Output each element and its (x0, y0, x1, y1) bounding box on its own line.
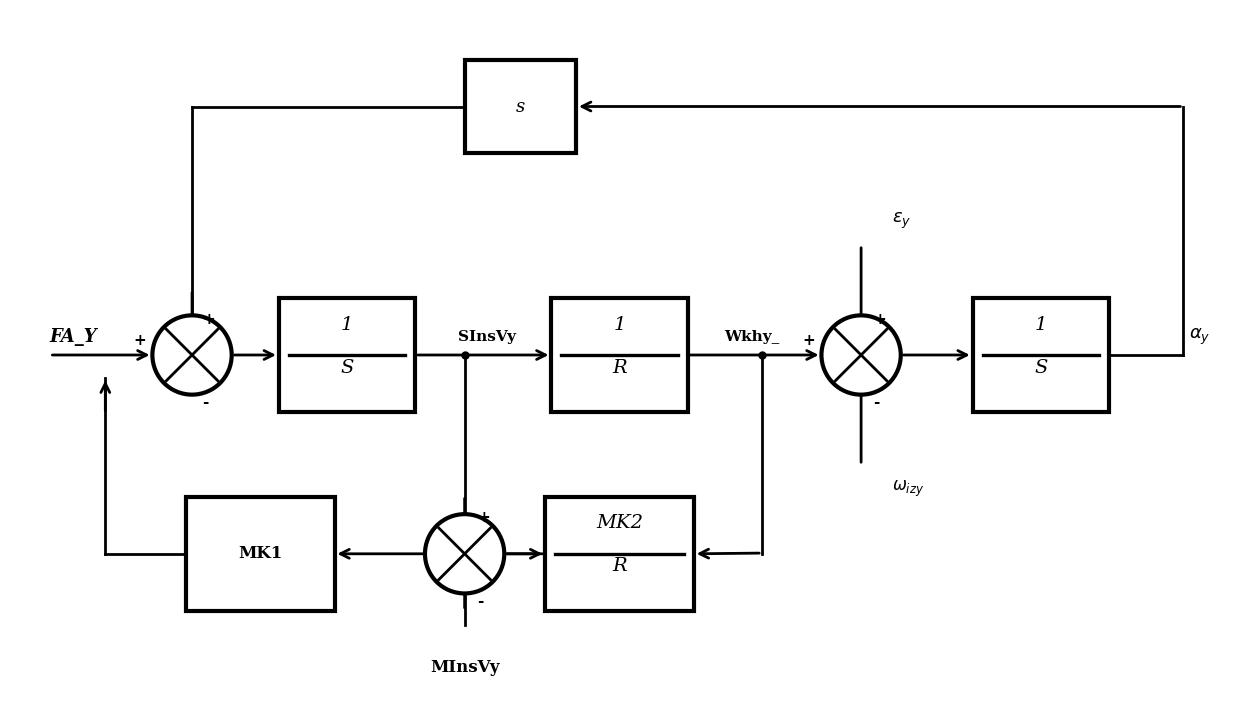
Text: -: - (873, 395, 880, 410)
Bar (186, 497, 335, 611)
Text: R: R (612, 359, 627, 376)
Text: FA_Y: FA_Y (50, 328, 97, 346)
Text: +: + (477, 510, 489, 525)
Bar (551, 298, 688, 412)
Text: +: + (803, 333, 815, 349)
Text: R: R (612, 557, 627, 575)
Text: -: - (477, 594, 483, 609)
Text: $\omega_{izy}$: $\omega_{izy}$ (892, 479, 924, 499)
Text: SInsVy: SInsVy (458, 330, 515, 344)
Text: 1: 1 (1035, 316, 1047, 334)
Text: S: S (341, 359, 353, 376)
Text: MK1: MK1 (238, 545, 282, 562)
Text: +: + (134, 333, 146, 349)
Text: -: - (202, 395, 208, 410)
Circle shape (821, 315, 901, 395)
Text: S: S (1035, 359, 1047, 376)
Text: $\varepsilon_y$: $\varepsilon_y$ (892, 211, 912, 231)
Text: Wkhy_: Wkhy_ (725, 330, 779, 344)
Text: 1: 1 (341, 316, 353, 334)
Text: +: + (202, 312, 214, 327)
Text: MInsVy: MInsVy (430, 659, 499, 676)
Text: s: s (515, 97, 525, 116)
Text: +: + (873, 312, 886, 327)
Bar (279, 298, 415, 412)
Bar (973, 298, 1109, 412)
Text: 1: 1 (613, 316, 626, 334)
Text: $\alpha_y$: $\alpha_y$ (1189, 327, 1211, 347)
Text: MK2: MK2 (596, 515, 643, 532)
Circle shape (425, 514, 504, 594)
Circle shape (152, 315, 232, 395)
Bar (465, 60, 576, 153)
Bar (545, 497, 694, 611)
